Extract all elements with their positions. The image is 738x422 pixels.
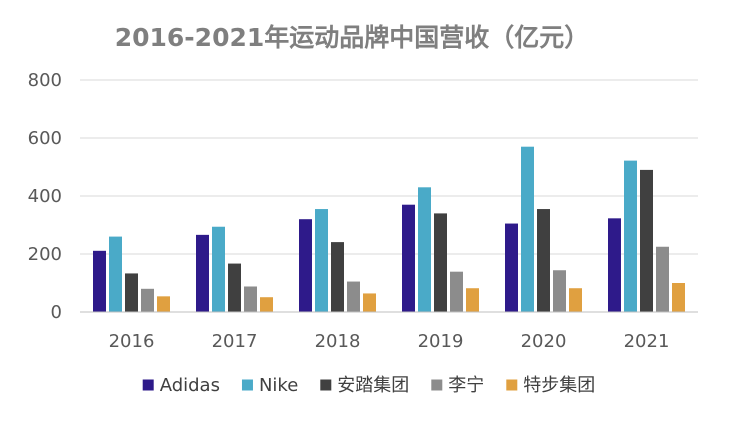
bar bbox=[569, 288, 582, 312]
bar bbox=[466, 288, 479, 312]
bar bbox=[672, 283, 685, 312]
bar bbox=[228, 263, 241, 312]
x-tick-label: 2016 bbox=[109, 331, 155, 352]
legend-label: Nike bbox=[259, 375, 298, 396]
bar bbox=[260, 297, 273, 312]
bar bbox=[434, 213, 447, 312]
x-tick-label: 2018 bbox=[315, 331, 361, 352]
bar bbox=[640, 169, 653, 312]
bar bbox=[347, 281, 360, 312]
bar bbox=[157, 296, 170, 312]
bar bbox=[608, 218, 621, 312]
legend-label: Adidas bbox=[160, 375, 220, 396]
legend: Adidas Nike 安踏集团 李宁 特步集团 bbox=[142, 375, 595, 396]
legend-label: 特步集团 bbox=[523, 375, 595, 396]
legend-swatch bbox=[320, 379, 332, 391]
bar bbox=[450, 271, 463, 312]
x-tick-label: 2020 bbox=[521, 331, 567, 352]
y-tick-label: 200 bbox=[28, 244, 62, 265]
gridlines bbox=[80, 79, 698, 255]
bar bbox=[656, 246, 669, 312]
bar bbox=[109, 236, 122, 312]
y-tick-label: 600 bbox=[28, 128, 62, 149]
y-tick-label: 400 bbox=[28, 186, 62, 207]
y-tick-labels: 0 200 400 600 800 bbox=[28, 70, 62, 323]
legend-swatch bbox=[142, 379, 154, 391]
x-tick-label: 2017 bbox=[212, 331, 258, 352]
bar bbox=[244, 286, 257, 312]
x-tick-labels: 2016 2017 2018 2019 2020 2021 bbox=[109, 331, 670, 352]
bar bbox=[537, 209, 550, 312]
legend-swatch bbox=[506, 379, 518, 391]
x-tick-label: 2019 bbox=[418, 331, 464, 352]
bar bbox=[212, 226, 225, 312]
bar bbox=[125, 273, 138, 312]
y-tick-label: 0 bbox=[51, 302, 62, 323]
bar bbox=[521, 146, 534, 312]
bar bbox=[402, 204, 415, 312]
bar bbox=[315, 209, 328, 312]
legend-label: 李宁 bbox=[448, 375, 484, 396]
bar bbox=[505, 223, 518, 312]
bar bbox=[141, 288, 154, 312]
bar bbox=[299, 219, 312, 312]
bar bbox=[553, 270, 566, 312]
bar bbox=[196, 234, 209, 312]
y-tick-label: 800 bbox=[28, 70, 62, 91]
legend-swatch bbox=[241, 379, 253, 391]
bar bbox=[93, 250, 106, 312]
chart-title: 2016-2021年运动品牌中国营收（亿元） bbox=[115, 23, 590, 52]
legend-swatch bbox=[431, 379, 443, 391]
bar bbox=[624, 160, 637, 312]
legend-label: 安踏集团 bbox=[337, 375, 409, 396]
bars bbox=[93, 146, 685, 312]
bar bbox=[363, 293, 376, 312]
bar bbox=[331, 242, 344, 312]
x-tick-label: 2021 bbox=[624, 331, 670, 352]
bar bbox=[418, 187, 431, 312]
